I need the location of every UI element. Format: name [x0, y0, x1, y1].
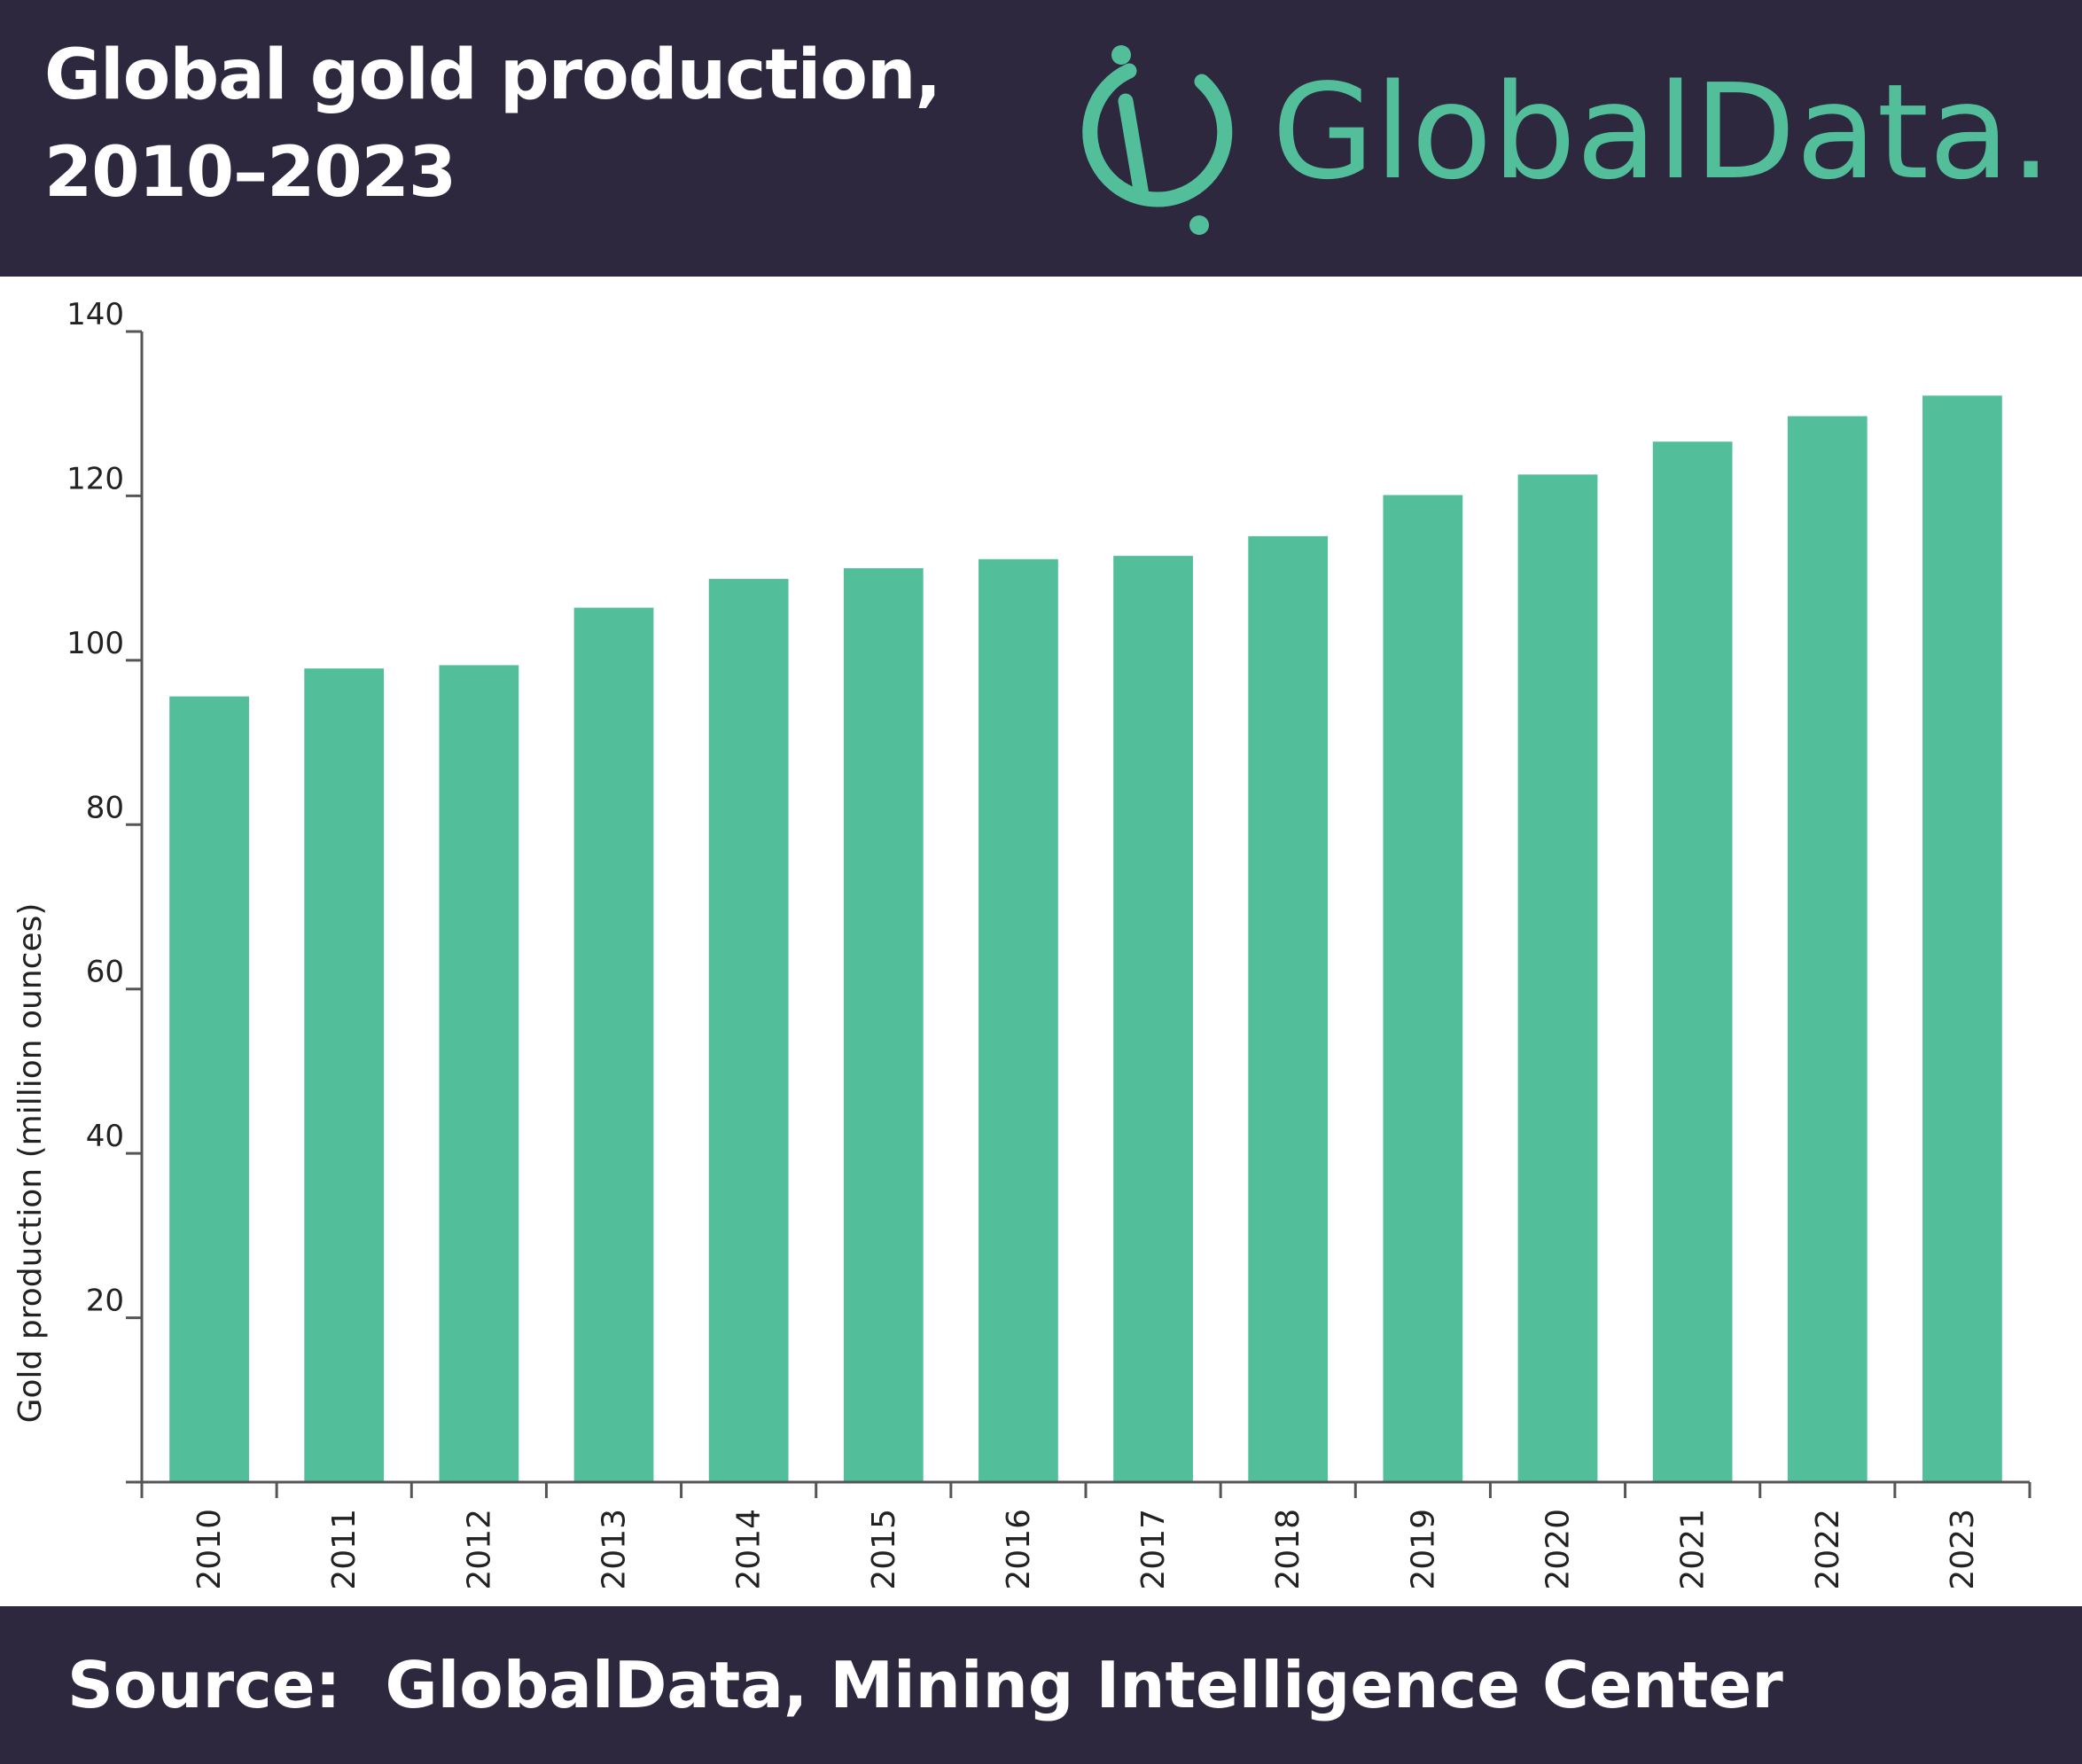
bar-2017 [1113, 556, 1193, 1482]
x-tick-label: 2013 [597, 1509, 633, 1590]
x-ticks-group: 2010 2011 2012 2013 2014 2015 2016 2017 2018 2019… [140, 1482, 2031, 1590]
bar-2012 [439, 665, 519, 1482]
x-tick-label: 2014 [731, 1509, 768, 1590]
globaldata-logo-text: GlobalData. [1272, 56, 2052, 208]
x-tick-label: 2022 [1810, 1509, 1846, 1590]
x-tick-label: 2020 [1540, 1509, 1577, 1590]
chart-title-line-1: Global gold production, [44, 35, 941, 115]
y-ticks-group: 20 40 60 80 100 120 140 [66, 297, 142, 1484]
bar-2010 [169, 696, 249, 1482]
y-tick-label: 120 [66, 461, 124, 496]
bar-2016 [979, 558, 1058, 1482]
header-banner: Global gold production, 2010–2023 Global… [0, 0, 2082, 277]
x-tick-label: 2010 [191, 1509, 228, 1590]
x-tick-label: 2018 [1270, 1509, 1306, 1590]
source-text: Source: GlobalData, Mining Intelligence … [67, 1648, 1783, 1722]
x-tick-label: 2021 [1675, 1509, 1712, 1590]
y-tick-label: 40 [86, 1119, 124, 1154]
x-tick-label: 2019 [1405, 1509, 1441, 1590]
bar-2019 [1383, 495, 1463, 1482]
y-tick-label: 100 [66, 626, 124, 661]
x-tick-label: 2023 [1945, 1509, 1981, 1590]
bar-2011 [304, 668, 385, 1482]
x-tick-label: 2017 [1135, 1509, 1172, 1590]
x-tick-label: 2015 [866, 1509, 902, 1590]
globaldata-logo-icon [1082, 63, 1233, 207]
x-tick-label: 2016 [1001, 1509, 1037, 1590]
y-tick-label: 80 [86, 790, 124, 825]
bars-group [169, 395, 2002, 1483]
x-tick-label: 2011 [326, 1509, 363, 1590]
y-tick-label: 140 [66, 297, 124, 332]
globaldata-logo: GlobalData. [1082, 45, 2052, 235]
bar-2021 [1652, 441, 1733, 1483]
bar-2020 [1517, 474, 1598, 1482]
bar-2014 [708, 579, 789, 1482]
bar-2018 [1248, 535, 1329, 1482]
chart-title: Global gold production, 2010–2023 [44, 27, 941, 222]
y-axis-label: Gold production (million ounces) [12, 903, 49, 1424]
bar-2023 [1922, 395, 2002, 1482]
y-tick-label: 20 [86, 1284, 124, 1319]
bar-2013 [573, 607, 654, 1482]
y-tick-label: 60 [86, 955, 124, 990]
chart-title-line-2: 2010–2023 [44, 133, 456, 213]
x-tick-label: 2012 [461, 1509, 497, 1590]
footer-banner: Source: GlobalData, Mining Intelligence … [0, 1606, 2082, 1764]
bar-2022 [1787, 416, 1868, 1482]
bar-2015 [843, 568, 924, 1483]
